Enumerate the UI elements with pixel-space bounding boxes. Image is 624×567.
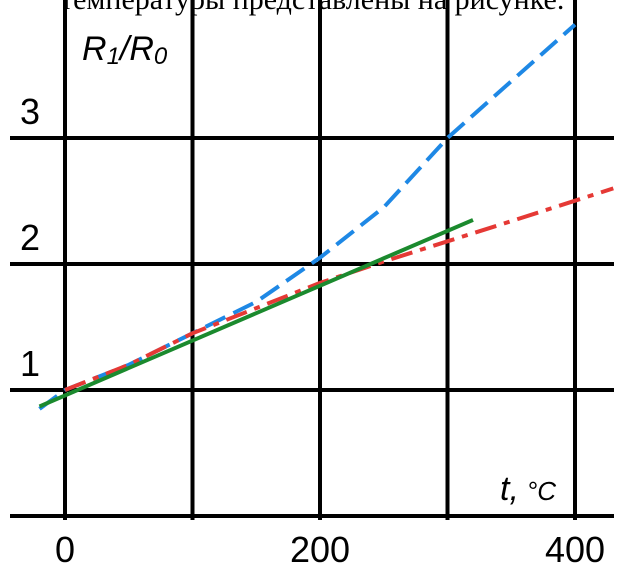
y-tick-label: 3	[20, 91, 40, 132]
y-axis-label-r1: R	[82, 30, 107, 68]
y-axis-label-r0: /R	[118, 30, 154, 68]
x-axis-label-unit: °C	[527, 476, 556, 506]
x-tick-label: 200	[290, 529, 350, 567]
series-group	[38, 23, 614, 411]
x-tick-label: 400	[545, 529, 605, 567]
series-line-blue-dashed	[38, 23, 577, 411]
tick-labels: 0 200 400 1 2 3	[20, 91, 605, 567]
x-tick-label: 0	[55, 529, 75, 567]
y-axis-label-sub1: 1	[107, 43, 120, 70]
x-axis-label-var: t,	[500, 470, 519, 508]
y-axis-label: R1/R0	[82, 30, 168, 70]
grid	[10, 0, 614, 520]
header-text: температуры представлены на рисунке.	[60, 0, 564, 16]
y-tick-label: 2	[20, 217, 40, 258]
y-axis-label-sub0: 0	[154, 43, 168, 70]
series-line-green-solid	[38, 218, 474, 409]
x-axis-label: t, °C	[500, 470, 556, 508]
y-tick-label: 1	[20, 343, 40, 384]
series-line-red-dashdot	[64, 186, 614, 392]
